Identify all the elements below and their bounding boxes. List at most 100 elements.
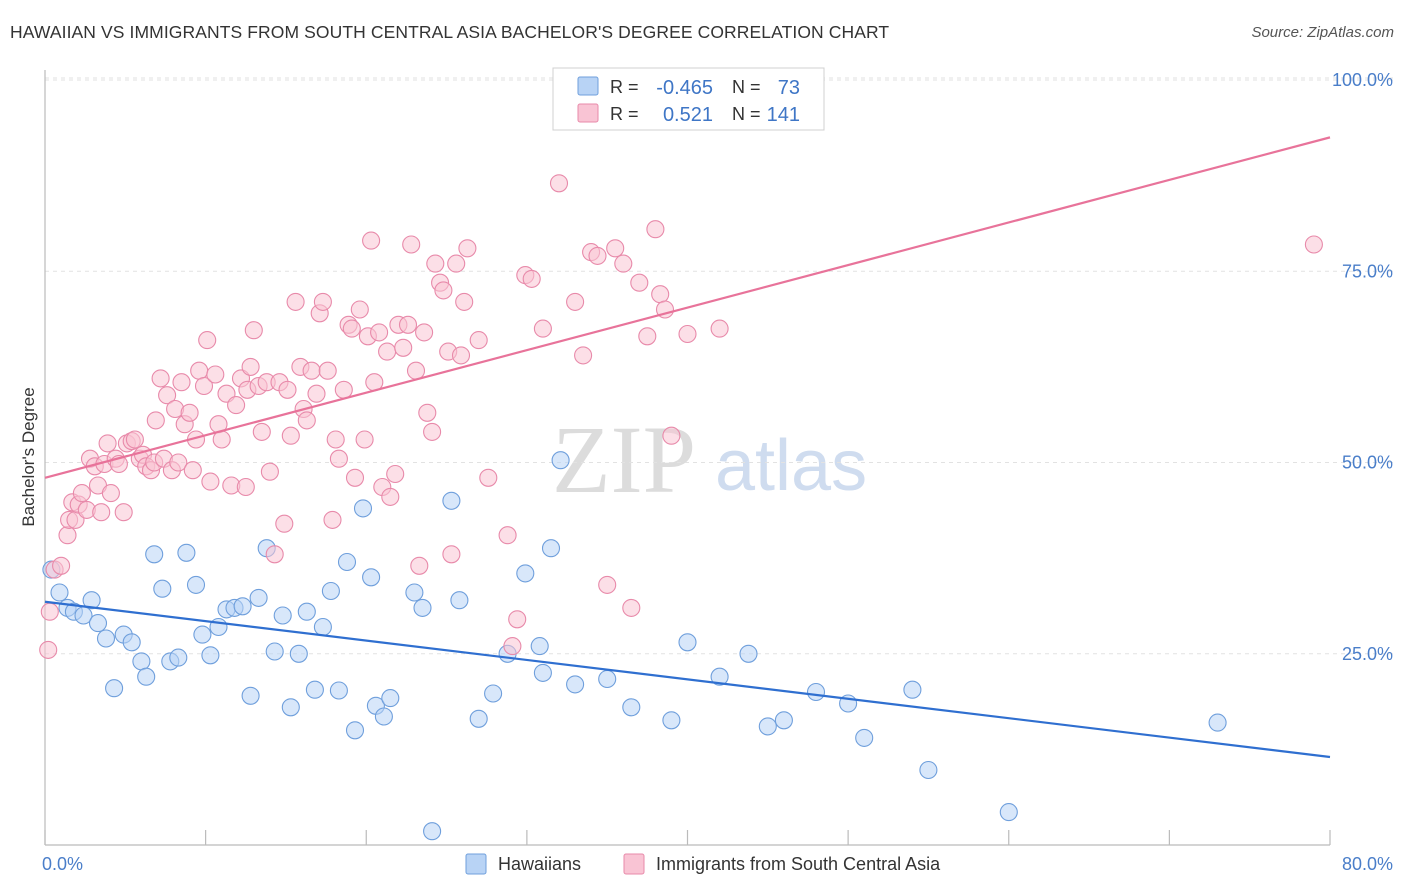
x-tick-label-start: 0.0% bbox=[42, 854, 83, 874]
data-point bbox=[132, 652, 151, 671]
legend-label-south-central-asia: Immigrants from South Central Asia bbox=[656, 854, 941, 874]
data-point bbox=[329, 681, 348, 700]
data-point bbox=[710, 667, 729, 686]
data-point bbox=[598, 575, 617, 594]
data-point bbox=[92, 503, 111, 522]
data-point bbox=[201, 646, 220, 665]
data-point bbox=[342, 319, 361, 338]
stats-r-value-1: 0.521 bbox=[663, 104, 713, 126]
chart-title: HAWAIIAN VS IMMIGRANTS FROM SOUTH CENTRA… bbox=[10, 22, 890, 42]
data-point bbox=[614, 254, 633, 273]
data-point bbox=[297, 602, 316, 621]
data-point bbox=[88, 614, 108, 633]
data-point bbox=[622, 598, 641, 617]
data-point bbox=[423, 822, 442, 841]
legend: Hawaiians Immigrants from South Central … bbox=[465, 853, 941, 875]
data-point bbox=[469, 331, 488, 350]
y-tick-label: 75.0% bbox=[1342, 261, 1393, 281]
data-point bbox=[418, 403, 437, 422]
data-point bbox=[381, 689, 400, 708]
data-point bbox=[903, 680, 922, 699]
data-point bbox=[101, 484, 120, 503]
data-point bbox=[574, 346, 593, 365]
data-point bbox=[151, 369, 170, 388]
series-south-central-asia bbox=[39, 174, 1323, 659]
data-point bbox=[273, 606, 292, 625]
data-point bbox=[806, 682, 826, 702]
data-point bbox=[236, 477, 255, 497]
data-point bbox=[646, 220, 665, 239]
watermark-atlas: atlas bbox=[715, 426, 867, 506]
y-tick-label: 50.0% bbox=[1342, 453, 1393, 473]
data-point bbox=[774, 711, 793, 730]
data-point bbox=[758, 717, 777, 736]
y-tick-label: 100.0% bbox=[1332, 70, 1393, 90]
data-point bbox=[498, 526, 517, 545]
data-point bbox=[114, 503, 133, 522]
data-point bbox=[710, 319, 729, 338]
data-point bbox=[522, 269, 541, 288]
data-point bbox=[678, 633, 697, 652]
stats-n-value-0: 73 bbox=[778, 77, 800, 99]
data-point bbox=[350, 300, 369, 319]
data-point bbox=[533, 663, 552, 682]
data-point bbox=[137, 667, 156, 686]
data-point bbox=[198, 331, 217, 350]
data-point bbox=[180, 403, 199, 422]
data-point bbox=[337, 552, 357, 572]
data-point bbox=[313, 617, 332, 637]
data-point bbox=[1208, 713, 1227, 732]
data-point bbox=[410, 556, 429, 575]
trend-line bbox=[44, 136, 1331, 479]
data-point bbox=[386, 464, 405, 484]
data-point bbox=[158, 386, 177, 405]
data-point bbox=[447, 254, 466, 273]
data-point bbox=[413, 598, 432, 617]
data-point bbox=[508, 610, 527, 629]
data-point bbox=[260, 462, 279, 481]
stats-n-label-1: N = bbox=[732, 104, 761, 124]
data-point bbox=[252, 422, 271, 441]
data-point bbox=[177, 543, 196, 562]
data-point bbox=[241, 357, 260, 376]
data-point bbox=[313, 292, 332, 311]
legend-swatch-south-central-asia bbox=[623, 853, 645, 875]
watermark-zip: ZIP bbox=[552, 406, 696, 513]
data-point bbox=[172, 373, 191, 392]
data-point bbox=[297, 411, 316, 430]
y-axis-label: Bachelor's Degree bbox=[19, 387, 38, 526]
data-point bbox=[305, 680, 324, 699]
data-point bbox=[606, 239, 625, 258]
data-point bbox=[193, 625, 212, 644]
data-point bbox=[638, 327, 657, 346]
stats-r-label-1: R = bbox=[610, 104, 639, 124]
data-point bbox=[190, 361, 209, 380]
stats-n-value-1: 141 bbox=[767, 104, 800, 126]
trend-line bbox=[44, 600, 1331, 759]
data-point bbox=[169, 648, 188, 667]
data-point bbox=[855, 728, 874, 747]
data-point bbox=[398, 315, 418, 334]
x-tick-marks bbox=[44, 830, 1331, 845]
data-point bbox=[345, 468, 365, 487]
data-point bbox=[651, 285, 670, 304]
data-point bbox=[353, 499, 373, 518]
data-point bbox=[381, 487, 400, 506]
data-point bbox=[549, 174, 569, 193]
data-point bbox=[415, 323, 434, 342]
data-point bbox=[194, 376, 214, 396]
y-tick-labels: 25.0% 50.0% 75.0% 100.0% bbox=[1332, 70, 1393, 664]
data-point bbox=[321, 581, 340, 601]
data-point bbox=[286, 292, 305, 311]
data-point bbox=[186, 575, 206, 594]
data-point bbox=[334, 380, 353, 399]
data-point bbox=[318, 361, 337, 380]
data-point bbox=[278, 380, 297, 399]
data-point bbox=[458, 239, 477, 258]
data-point bbox=[72, 484, 91, 503]
data-point bbox=[206, 365, 225, 384]
data-point bbox=[275, 514, 294, 533]
data-point bbox=[451, 346, 471, 365]
data-point bbox=[405, 583, 424, 602]
